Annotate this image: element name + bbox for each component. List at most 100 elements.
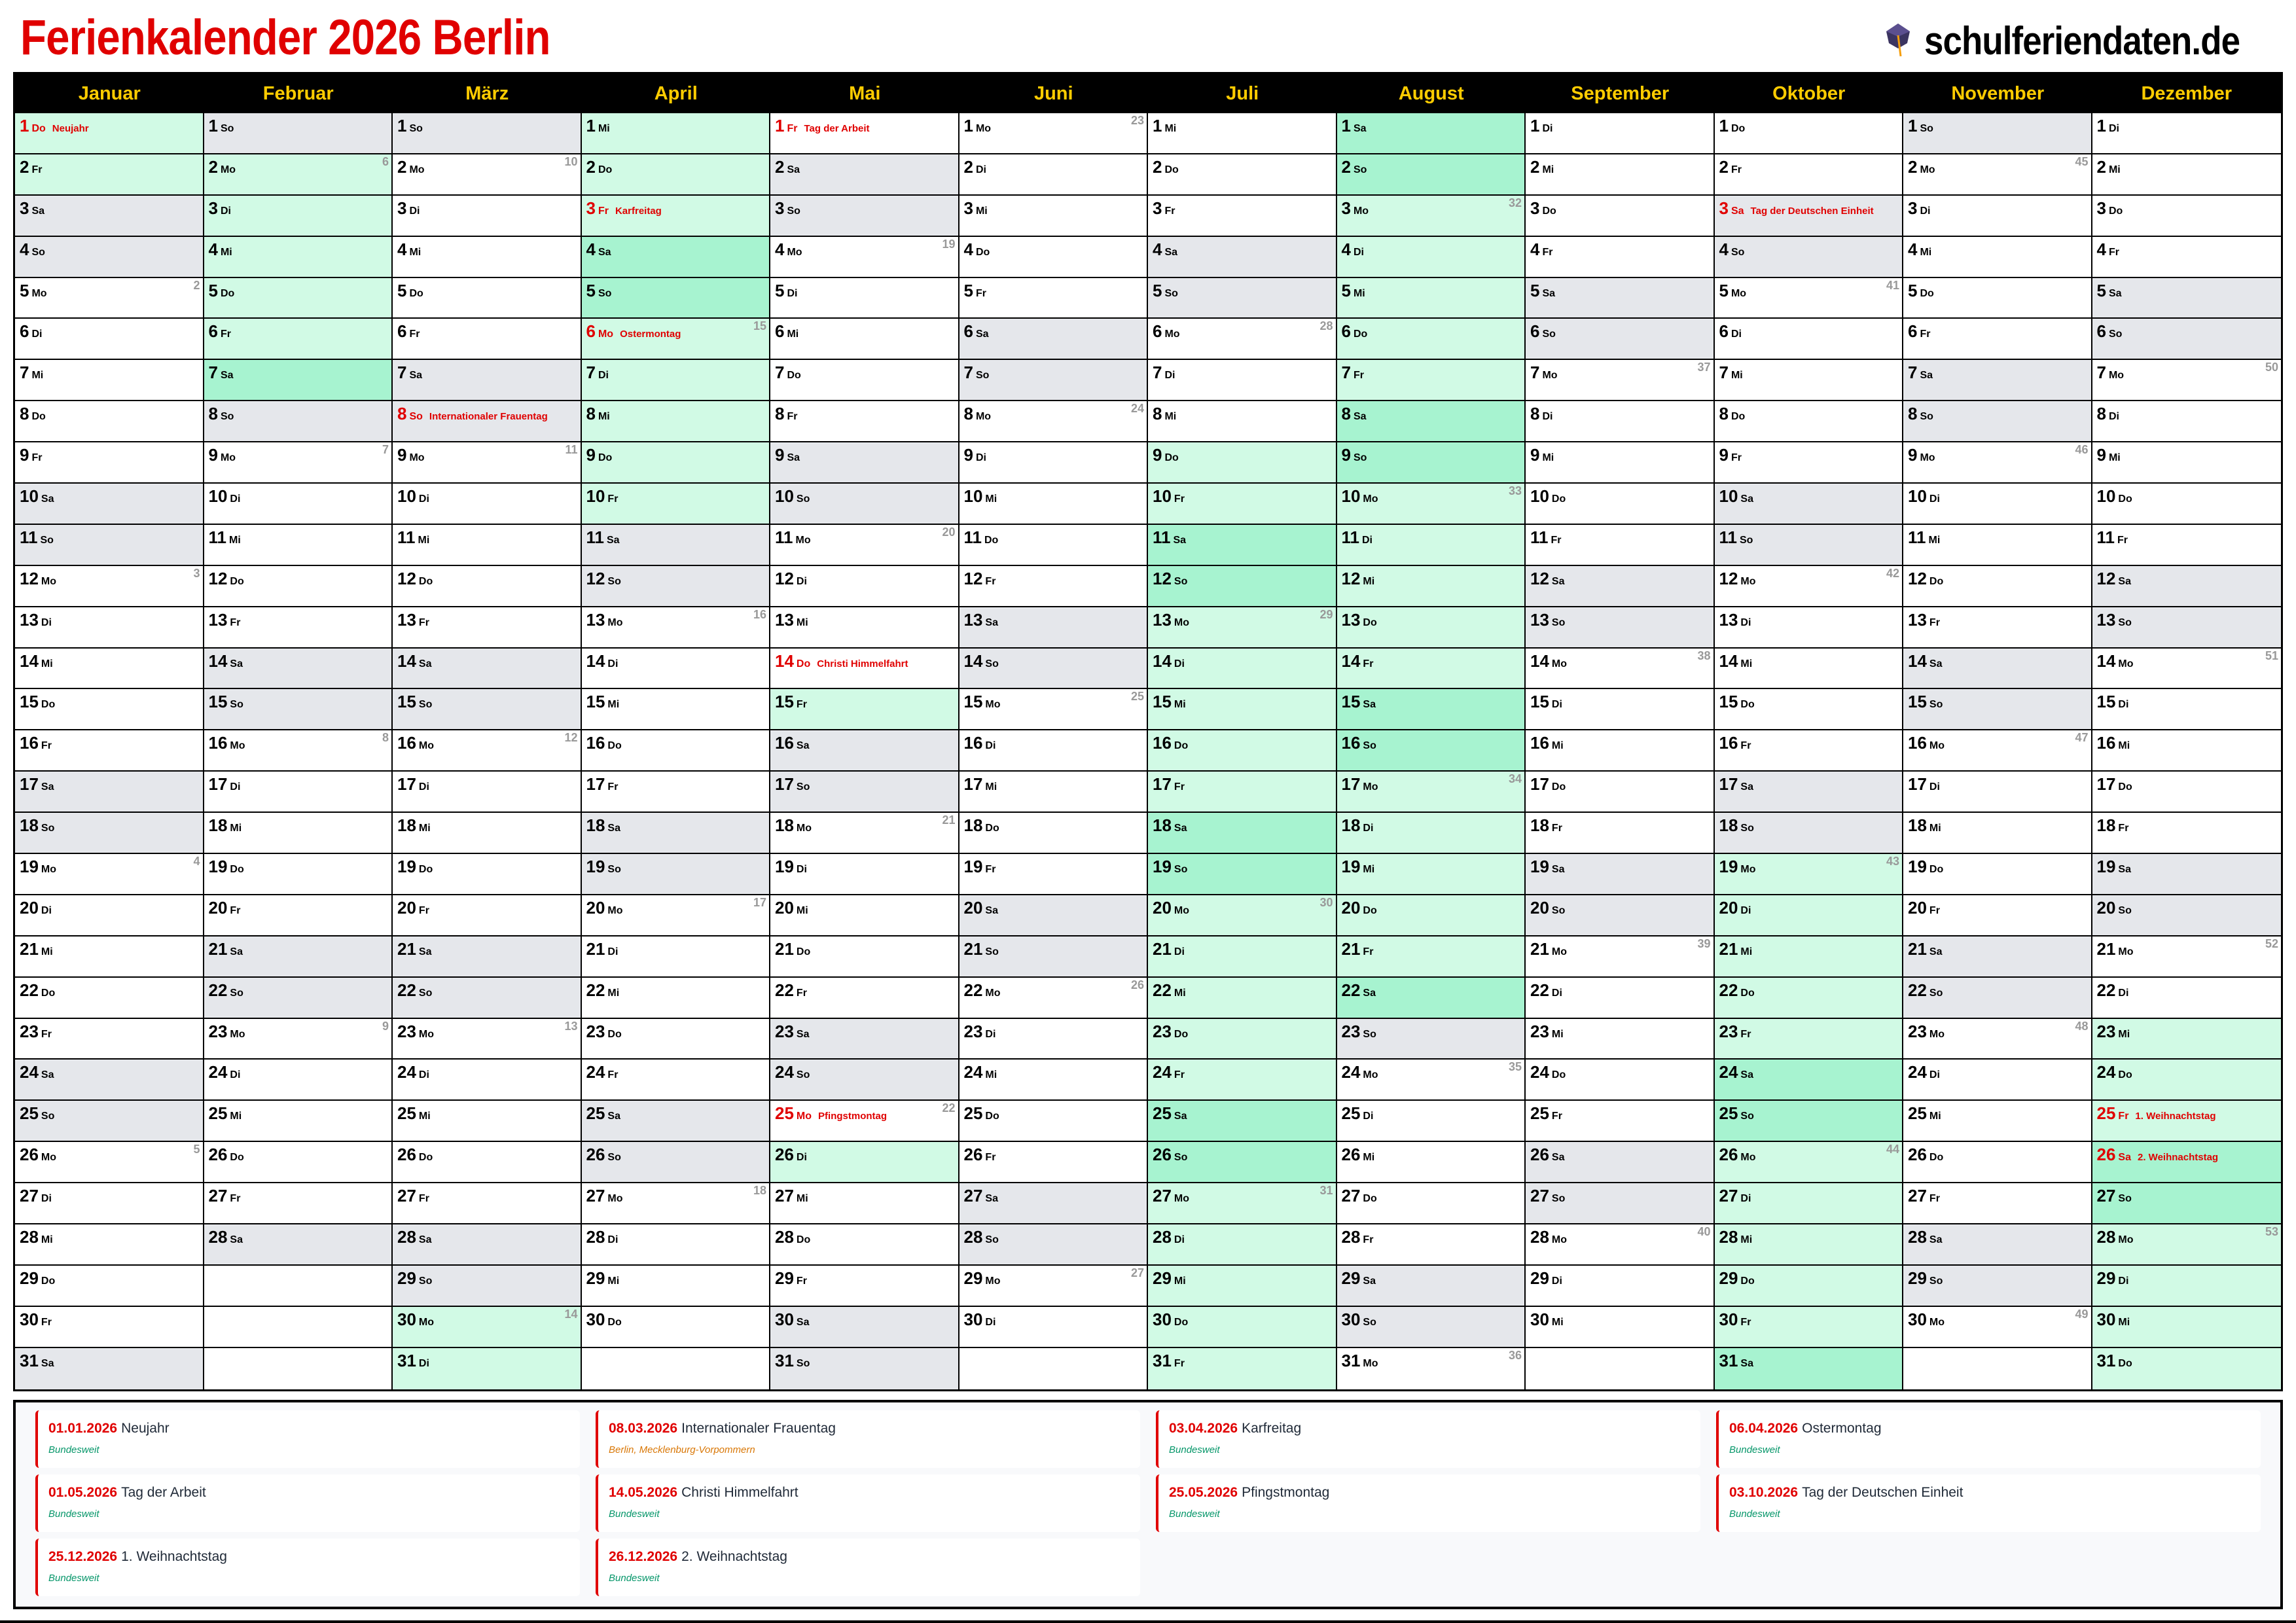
day-cell[interactable]: 9 Do xyxy=(581,442,770,484)
day-cell[interactable]: 14 Mi xyxy=(1714,648,1903,690)
day-cell[interactable]: 18 So xyxy=(15,813,204,855)
day-cell[interactable]: 27 Di xyxy=(1714,1183,1903,1225)
day-cell[interactable]: 16 Di xyxy=(959,730,1148,772)
day-cell[interactable]: 5 Do xyxy=(1903,277,2092,319)
day-cell[interactable]: 16 Fr xyxy=(15,730,204,772)
day-cell[interactable]: 4 Fr xyxy=(2092,236,2281,278)
day-cell[interactable]: 2 Mi xyxy=(2092,154,2281,196)
day-cell[interactable]: 22 So xyxy=(1903,977,2092,1019)
day-cell[interactable]: 4 Fr xyxy=(1526,236,1715,278)
day-cell[interactable]: 11 Mi xyxy=(1903,524,2092,566)
day-cell[interactable]: 12 Mi xyxy=(1336,565,1526,607)
day-cell[interactable]: 14 Mo 51 xyxy=(2092,648,2281,690)
day-cell[interactable]: 20 Mo 30 xyxy=(1148,895,1337,936)
day-cell[interactable]: 29 Mi xyxy=(581,1265,770,1307)
day-cell[interactable]: 14 Di xyxy=(1148,648,1337,690)
day-cell[interactable]: 14 Mo 38 xyxy=(1526,648,1715,690)
day-cell[interactable]: 22 Do xyxy=(15,977,204,1019)
day-cell[interactable]: 29 So xyxy=(393,1265,582,1307)
day-cell[interactable]: 12 Di xyxy=(770,565,960,607)
day-cell[interactable]: 3 So xyxy=(770,195,960,237)
day-cell[interactable]: 30 Mo 49 xyxy=(1903,1306,2092,1348)
day-cell[interactable]: 12 Fr xyxy=(959,565,1148,607)
day-cell[interactable]: 24 Di xyxy=(393,1060,582,1101)
day-cell[interactable]: 13 Fr xyxy=(393,607,582,649)
day-cell[interactable]: 19 Mi xyxy=(1336,854,1526,895)
day-cell[interactable]: 13 Mi xyxy=(770,607,960,649)
day-cell[interactable]: 22 Sa xyxy=(1336,977,1526,1019)
day-cell[interactable]: 24 Do xyxy=(2092,1060,2281,1101)
day-cell[interactable]: 5 Do xyxy=(393,277,582,319)
day-cell[interactable]: 6 Di xyxy=(15,319,204,361)
day-cell[interactable]: 13 Fr xyxy=(1903,607,2092,649)
logo[interactable]: schulferiendaten.de xyxy=(1884,19,2283,63)
day-cell[interactable]: 9 Fr xyxy=(15,442,204,484)
day-cell[interactable]: 16 Fr xyxy=(1714,730,1903,772)
day-cell[interactable]: 5 Mi xyxy=(1336,277,1526,319)
day-cell[interactable]: 19 So xyxy=(581,854,770,895)
day-cell[interactable]: 28 Mi xyxy=(15,1224,204,1266)
day-cell[interactable]: 8 Di xyxy=(1526,401,1715,443)
day-cell[interactable]: 24 Di xyxy=(1903,1060,2092,1101)
day-cell[interactable]: 8 So Internationaler Frauentag xyxy=(393,401,582,443)
day-cell[interactable]: 21 Di xyxy=(581,936,770,978)
day-cell[interactable]: 24 Fr xyxy=(1148,1060,1337,1101)
day-cell[interactable]: 14 Fr xyxy=(1336,648,1526,690)
day-cell[interactable]: 10 Di xyxy=(204,484,393,525)
day-cell[interactable]: 12 Mo 3 xyxy=(15,565,204,607)
day-cell[interactable]: 30 Fr xyxy=(15,1306,204,1348)
day-cell[interactable]: 15 Do xyxy=(15,689,204,731)
day-cell[interactable]: 25 So xyxy=(1714,1101,1903,1143)
day-cell[interactable]: 22 Di xyxy=(2092,977,2281,1019)
day-cell[interactable]: 25 Fr 1. Weihnachtstag xyxy=(2092,1101,2281,1143)
day-cell[interactable]: 14 Di xyxy=(581,648,770,690)
day-cell[interactable]: 10 Do xyxy=(2092,484,2281,525)
day-cell[interactable]: 17 So xyxy=(770,772,960,813)
day-cell[interactable]: 1 Mo 23 xyxy=(959,113,1148,154)
day-cell[interactable]: 29 Fr xyxy=(770,1265,960,1307)
day-cell[interactable]: 27 Do xyxy=(1336,1183,1526,1225)
day-cell[interactable]: 9 Mo 7 xyxy=(204,442,393,484)
day-cell[interactable]: 1 Mi xyxy=(1148,113,1337,154)
day-cell[interactable]: 6 Mo Ostermontag 15 xyxy=(581,319,770,361)
day-cell[interactable]: 1 Mi xyxy=(581,113,770,154)
day-cell[interactable]: 7 So xyxy=(959,360,1148,402)
day-cell[interactable]: 10 Mo 33 xyxy=(1336,484,1526,525)
day-cell[interactable]: 10 Di xyxy=(1903,484,2092,525)
day-cell[interactable]: 15 Di xyxy=(1526,689,1715,731)
day-cell[interactable]: 11 Do xyxy=(959,524,1148,566)
day-cell[interactable]: 26 Do xyxy=(393,1142,582,1184)
day-cell[interactable]: 25 Di xyxy=(1336,1101,1526,1143)
day-cell[interactable]: 13 Di xyxy=(15,607,204,649)
day-cell[interactable]: 18 Mi xyxy=(1903,813,2092,855)
day-cell[interactable]: 28 Sa xyxy=(204,1224,393,1266)
day-cell[interactable]: 18 Do xyxy=(959,813,1148,855)
day-cell[interactable]: 29 So xyxy=(1903,1265,2092,1307)
day-cell[interactable]: 24 Sa xyxy=(15,1060,204,1101)
day-cell[interactable]: 22 Mi xyxy=(581,977,770,1019)
day-cell[interactable]: 19 Di xyxy=(770,854,960,895)
day-cell[interactable]: 10 Sa xyxy=(1714,484,1903,525)
day-cell[interactable]: 19 Do xyxy=(204,854,393,895)
day-cell[interactable]: 20 So xyxy=(1526,895,1715,936)
day-cell[interactable]: 13 Do xyxy=(1336,607,1526,649)
day-cell[interactable]: 23 Fr xyxy=(1714,1018,1903,1060)
day-cell[interactable]: 3 Di xyxy=(1903,195,2092,237)
day-cell[interactable]: 5 Do xyxy=(204,277,393,319)
day-cell[interactable]: 13 Sa xyxy=(959,607,1148,649)
day-cell[interactable]: 29 Do xyxy=(1714,1265,1903,1307)
day-cell[interactable]: 4 Mi xyxy=(204,236,393,278)
day-cell[interactable]: 2 Mo 45 xyxy=(1903,154,2092,196)
day-cell[interactable]: 18 So xyxy=(1714,813,1903,855)
day-cell[interactable]: 20 Do xyxy=(1336,895,1526,936)
day-cell[interactable]: 2 Do xyxy=(581,154,770,196)
day-cell[interactable]: 15 So xyxy=(204,689,393,731)
day-cell[interactable]: 1 Do xyxy=(1714,113,1903,154)
day-cell[interactable]: 13 Mo 29 xyxy=(1148,607,1337,649)
day-cell[interactable]: 10 Mi xyxy=(959,484,1148,525)
day-cell[interactable]: 11 So xyxy=(15,524,204,566)
day-cell[interactable]: 25 Mi xyxy=(204,1101,393,1143)
day-cell[interactable]: 30 Fr xyxy=(1714,1306,1903,1348)
day-cell[interactable]: 21 Mi xyxy=(15,936,204,978)
day-cell[interactable]: 7 Mo 37 xyxy=(1526,360,1715,402)
